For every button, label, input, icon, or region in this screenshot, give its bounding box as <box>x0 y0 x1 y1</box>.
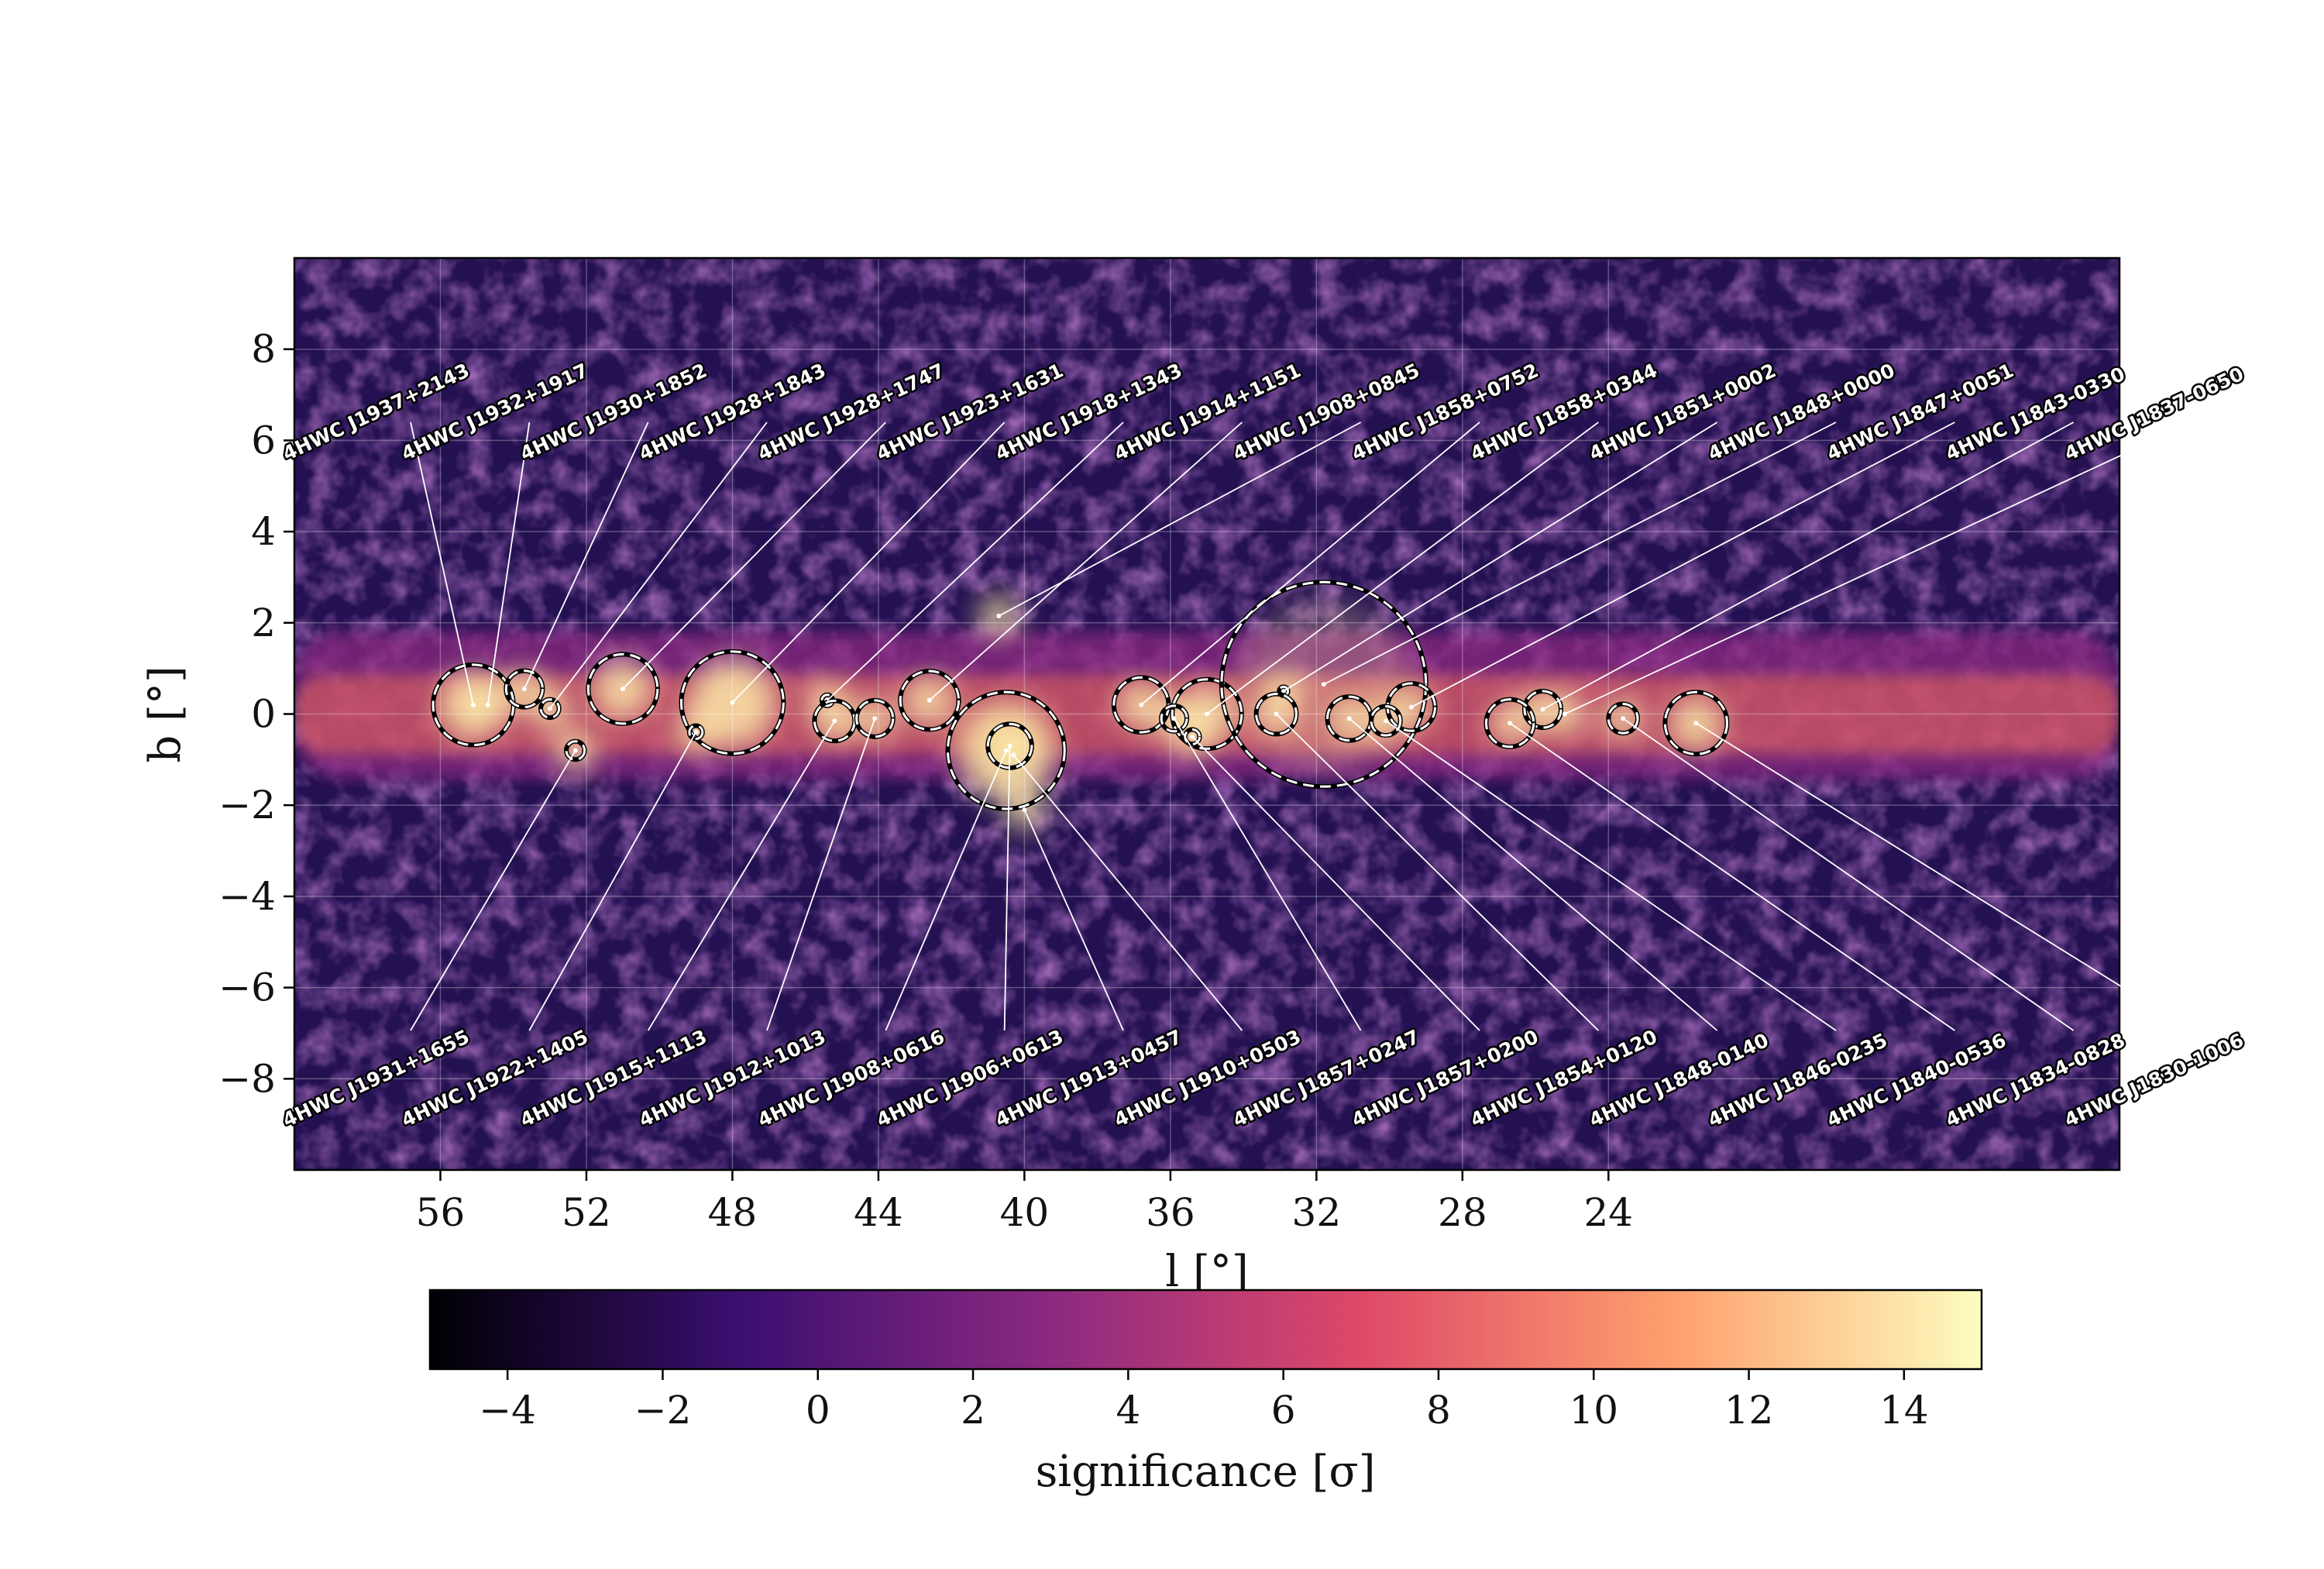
colorbar-tick-label: 12 <box>1724 1388 1774 1433</box>
leader-line <box>1023 809 1124 1031</box>
source-extent-circle <box>539 698 561 719</box>
x-tick-label: 56 <box>416 1190 466 1235</box>
colorbar-tick-label: 6 <box>1271 1388 1296 1433</box>
x-tick-label: 28 <box>1438 1190 1487 1235</box>
source-extent-circle <box>1171 678 1243 750</box>
colorbar-tick-label: −2 <box>634 1388 692 1433</box>
x-tick-label: 32 <box>1292 1190 1342 1235</box>
y-tick-label: −2 <box>218 783 276 828</box>
leader-line <box>410 750 576 1031</box>
x-tick-label: 24 <box>1584 1190 1634 1235</box>
y-tick-label: 8 <box>251 327 276 372</box>
x-tick-label: 48 <box>708 1190 758 1235</box>
leader-line <box>1140 421 1480 706</box>
leader-line <box>486 421 531 705</box>
label-leader-lines <box>410 421 2193 1031</box>
source-extent-circle <box>1663 690 1728 755</box>
leader-line <box>528 731 697 1031</box>
source-extent-circle <box>504 669 544 709</box>
source-extent-circle <box>1370 704 1402 737</box>
leader-line <box>1012 754 1243 1031</box>
leader-line <box>1411 421 1955 708</box>
leader-line <box>1509 722 1955 1031</box>
source-extent-circle <box>1523 690 1563 729</box>
leader-line <box>1542 421 2075 711</box>
leader-line <box>1564 421 2193 715</box>
source-extent-circle <box>688 724 704 741</box>
leader-line <box>1323 421 1837 686</box>
source-extent-circle <box>1160 704 1188 733</box>
leader-line <box>1695 722 2193 1031</box>
y-tick-label: −6 <box>218 965 276 1010</box>
colorbar-ticks: −4 −2 0 2 4 6 8 10 12 14 <box>479 1369 1929 1433</box>
leader-line <box>410 421 474 705</box>
colorbar-label: significance [σ] <box>1036 1447 1376 1497</box>
leader-line <box>1275 713 1599 1031</box>
x-tick-label: 44 <box>854 1190 903 1235</box>
leader-line <box>1173 717 1362 1031</box>
leader-line <box>827 421 1124 701</box>
y-tick-label: 2 <box>251 600 276 645</box>
leader-line <box>1191 736 1480 1031</box>
colorbar <box>428 1289 1983 1371</box>
leader-line <box>731 421 1006 704</box>
leader-line <box>1349 717 1718 1031</box>
leader-line <box>766 718 876 1031</box>
leader-line <box>549 421 768 709</box>
source-extent-circle <box>586 652 659 725</box>
leader-line <box>1622 717 2075 1031</box>
leader-line <box>885 750 1007 1031</box>
colorbar-tick-label: 14 <box>1879 1388 1929 1433</box>
leader-line <box>647 720 836 1031</box>
colorbar-tick-label: 10 <box>1569 1388 1618 1433</box>
y-tick-label: −8 <box>218 1056 276 1101</box>
source-extent-circle <box>679 650 785 755</box>
source-extent-circle <box>565 740 586 761</box>
y-axis-label: b [°] <box>140 666 191 762</box>
leader-line <box>1283 421 1718 692</box>
x-tick-label: 52 <box>562 1190 611 1235</box>
source-extent-circle <box>1607 703 1639 735</box>
x-tick-label: 40 <box>1000 1190 1050 1235</box>
colorbar-tick-label: 2 <box>961 1388 985 1433</box>
y-axis-ticks: 8 6 4 2 0 −2 −4 −6 −8 <box>218 327 294 1101</box>
x-axis-label: l [°] <box>1165 1247 1248 1297</box>
y-tick-label: 0 <box>251 692 276 737</box>
leader-line <box>1003 745 1011 1031</box>
leader-line <box>622 421 886 690</box>
source-extent-circle <box>899 669 961 731</box>
leader-line <box>524 421 649 690</box>
leader-line <box>998 421 1362 617</box>
y-tick-label: 6 <box>251 418 276 463</box>
y-tick-label: −4 <box>218 874 276 919</box>
x-axis-ticks: 56 52 48 44 40 36 32 28 24 <box>416 1170 1633 1235</box>
colorbar-tick-label: 0 <box>806 1388 830 1433</box>
colorbar-tick-label: 8 <box>1426 1388 1451 1433</box>
colorbar-tick-label: −4 <box>479 1388 536 1433</box>
source-extent-circle <box>1220 580 1428 788</box>
leader-line <box>1385 720 1837 1031</box>
source-extent-circle <box>1255 693 1298 735</box>
leader-line <box>1206 421 1599 715</box>
colorbar-tick-label: 4 <box>1116 1388 1140 1433</box>
source-extent-circle <box>855 699 895 738</box>
source-extent-circle <box>1484 698 1535 748</box>
source-extent-circle <box>946 690 1066 810</box>
leader-line <box>929 421 1243 701</box>
x-tick-label: 36 <box>1146 1190 1195 1235</box>
y-tick-label: 4 <box>251 509 276 554</box>
